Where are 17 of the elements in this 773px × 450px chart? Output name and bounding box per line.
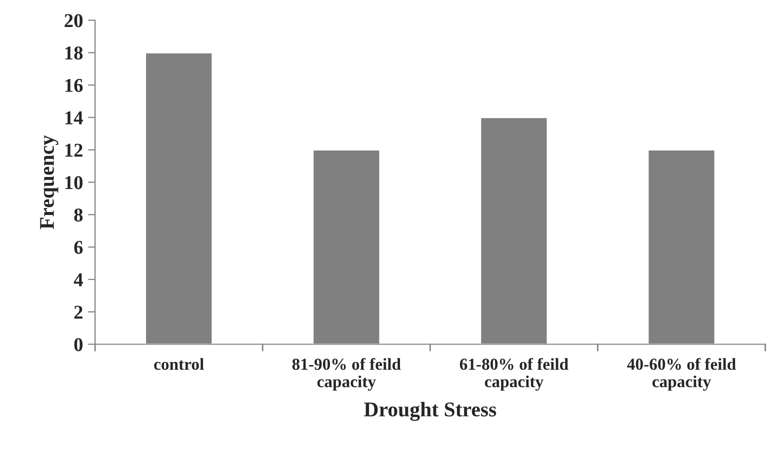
- x-tick-label: 40-60% of feild capacity: [627, 358, 736, 391]
- y-tick-label: 12: [65, 144, 82, 157]
- y-tick-label: 20: [64, 14, 83, 28]
- y-tick-label: 16: [65, 78, 83, 92]
- y-tick-label: 14: [65, 111, 83, 124]
- y-axis-title: Frequency: [40, 135, 58, 230]
- y-tick-label: 4: [74, 273, 83, 286]
- y-tick-label: 10: [65, 176, 83, 190]
- x-tick-label: 81-90% of feild capacity: [292, 358, 401, 391]
- y-tick-label: 2: [74, 306, 82, 319]
- x-axis-title: Drought Stress: [364, 402, 496, 421]
- y-tick-label: 0: [74, 338, 83, 352]
- x-tick-label: control: [154, 358, 204, 370]
- y-tick-label: 6: [74, 240, 83, 254]
- x-tick-label: 61-80% of feild capacity: [460, 358, 568, 391]
- y-tick-label: 8: [74, 208, 83, 222]
- y-tick-label: 18: [65, 46, 83, 60]
